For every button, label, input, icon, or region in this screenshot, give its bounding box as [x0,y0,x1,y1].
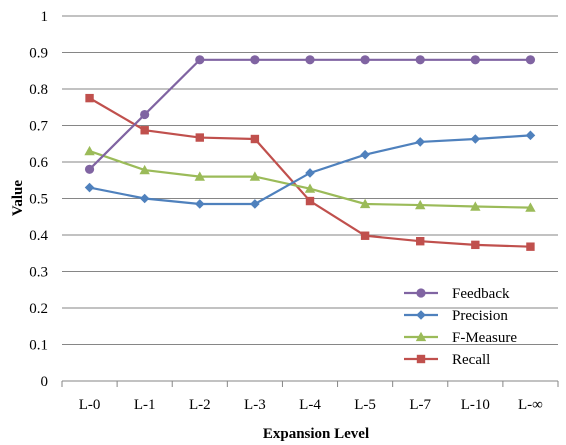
series-group [84,55,536,251]
y-axis-ticks: 0 0.1 0.2 0.3 0.4 0.5 0.6 0.7 0.8 0.9 1 [29,9,48,390]
series-f-measure [84,145,536,212]
data-point [360,231,370,240]
data-point [415,331,427,342]
data-point [195,55,205,65]
y-tick-label: 1 [41,9,49,25]
data-point [249,171,261,181]
y-axis-title: Value [10,180,26,216]
data-point [194,199,205,209]
data-point [305,168,315,178]
legend: Feedback Precision F-Measure Recall [404,286,517,368]
legend-entry: Precision [404,308,508,324]
legend-entry: F-Measure [404,330,517,346]
data-point [84,182,95,193]
data-point [305,55,315,65]
data-point [471,240,480,250]
data-point [84,164,95,174]
legend-label: Feedback [452,286,510,302]
series-recall [85,93,535,251]
data-point [250,55,260,65]
data-point [140,126,149,135]
data-point [84,145,95,156]
legend-label: Precision [452,308,508,324]
x-axis: L-0 L-1 L-2 L-3 L-4 L-5 L-7 L-10 L-∞ [61,380,559,413]
data-point [139,164,150,175]
data-point [525,202,536,212]
legend-label: F-Measure [452,330,517,346]
y-tick-label: 0.1 [29,338,48,354]
y-tick-label: 0.4 [29,228,48,244]
y-tick-label: 0 [41,374,49,390]
y-tick-label: 0.3 [29,265,48,281]
data-point [525,130,536,141]
data-point [360,149,370,160]
data-point [250,134,260,144]
data-point [415,55,425,65]
x-tick-label: L-0 [79,397,101,413]
data-point [250,199,260,209]
data-point [140,109,150,120]
data-point [415,137,426,147]
data-point [416,237,425,246]
x-tick-label: L-4 [299,397,321,413]
y-tick-label: 0.5 [29,192,48,208]
data-point [194,171,205,181]
x-tick-label: L-3 [244,397,266,413]
data-point [195,133,204,142]
data-point [305,196,315,206]
series-feedback [84,55,536,174]
data-point [470,134,481,144]
x-axis-title: Expansion Level [263,426,369,442]
data-point [85,93,94,103]
data-point [139,193,150,204]
data-point [304,183,316,193]
data-point [360,55,370,65]
y-tick-label: 0.7 [29,119,48,135]
x-tick-label: L-7 [409,397,431,413]
series-line [88,58,531,171]
legend-entry: Recall [404,352,490,368]
data-point [416,310,426,320]
x-tick-label: L-2 [189,397,211,413]
data-point [359,198,371,209]
data-point [525,55,536,65]
data-point [415,199,426,210]
x-tick-label: L-∞ [518,397,543,413]
y-tick-label: 0.6 [29,155,48,171]
y-tick-label: 0.9 [29,46,48,62]
data-point [526,242,535,251]
legend-entry: Feedback [404,286,510,302]
data-point [416,354,426,364]
series-precision [84,130,536,209]
y-tick-label: 0.2 [29,301,48,317]
data-point [470,201,481,211]
x-tick-label: L-5 [354,397,376,413]
y-tick-label: 0.8 [29,82,48,98]
data-point [416,288,426,298]
x-tick-label: L-1 [134,397,156,413]
x-tick-label: L-10 [461,397,490,413]
data-point [470,55,480,65]
legend-label: Recall [452,352,490,368]
